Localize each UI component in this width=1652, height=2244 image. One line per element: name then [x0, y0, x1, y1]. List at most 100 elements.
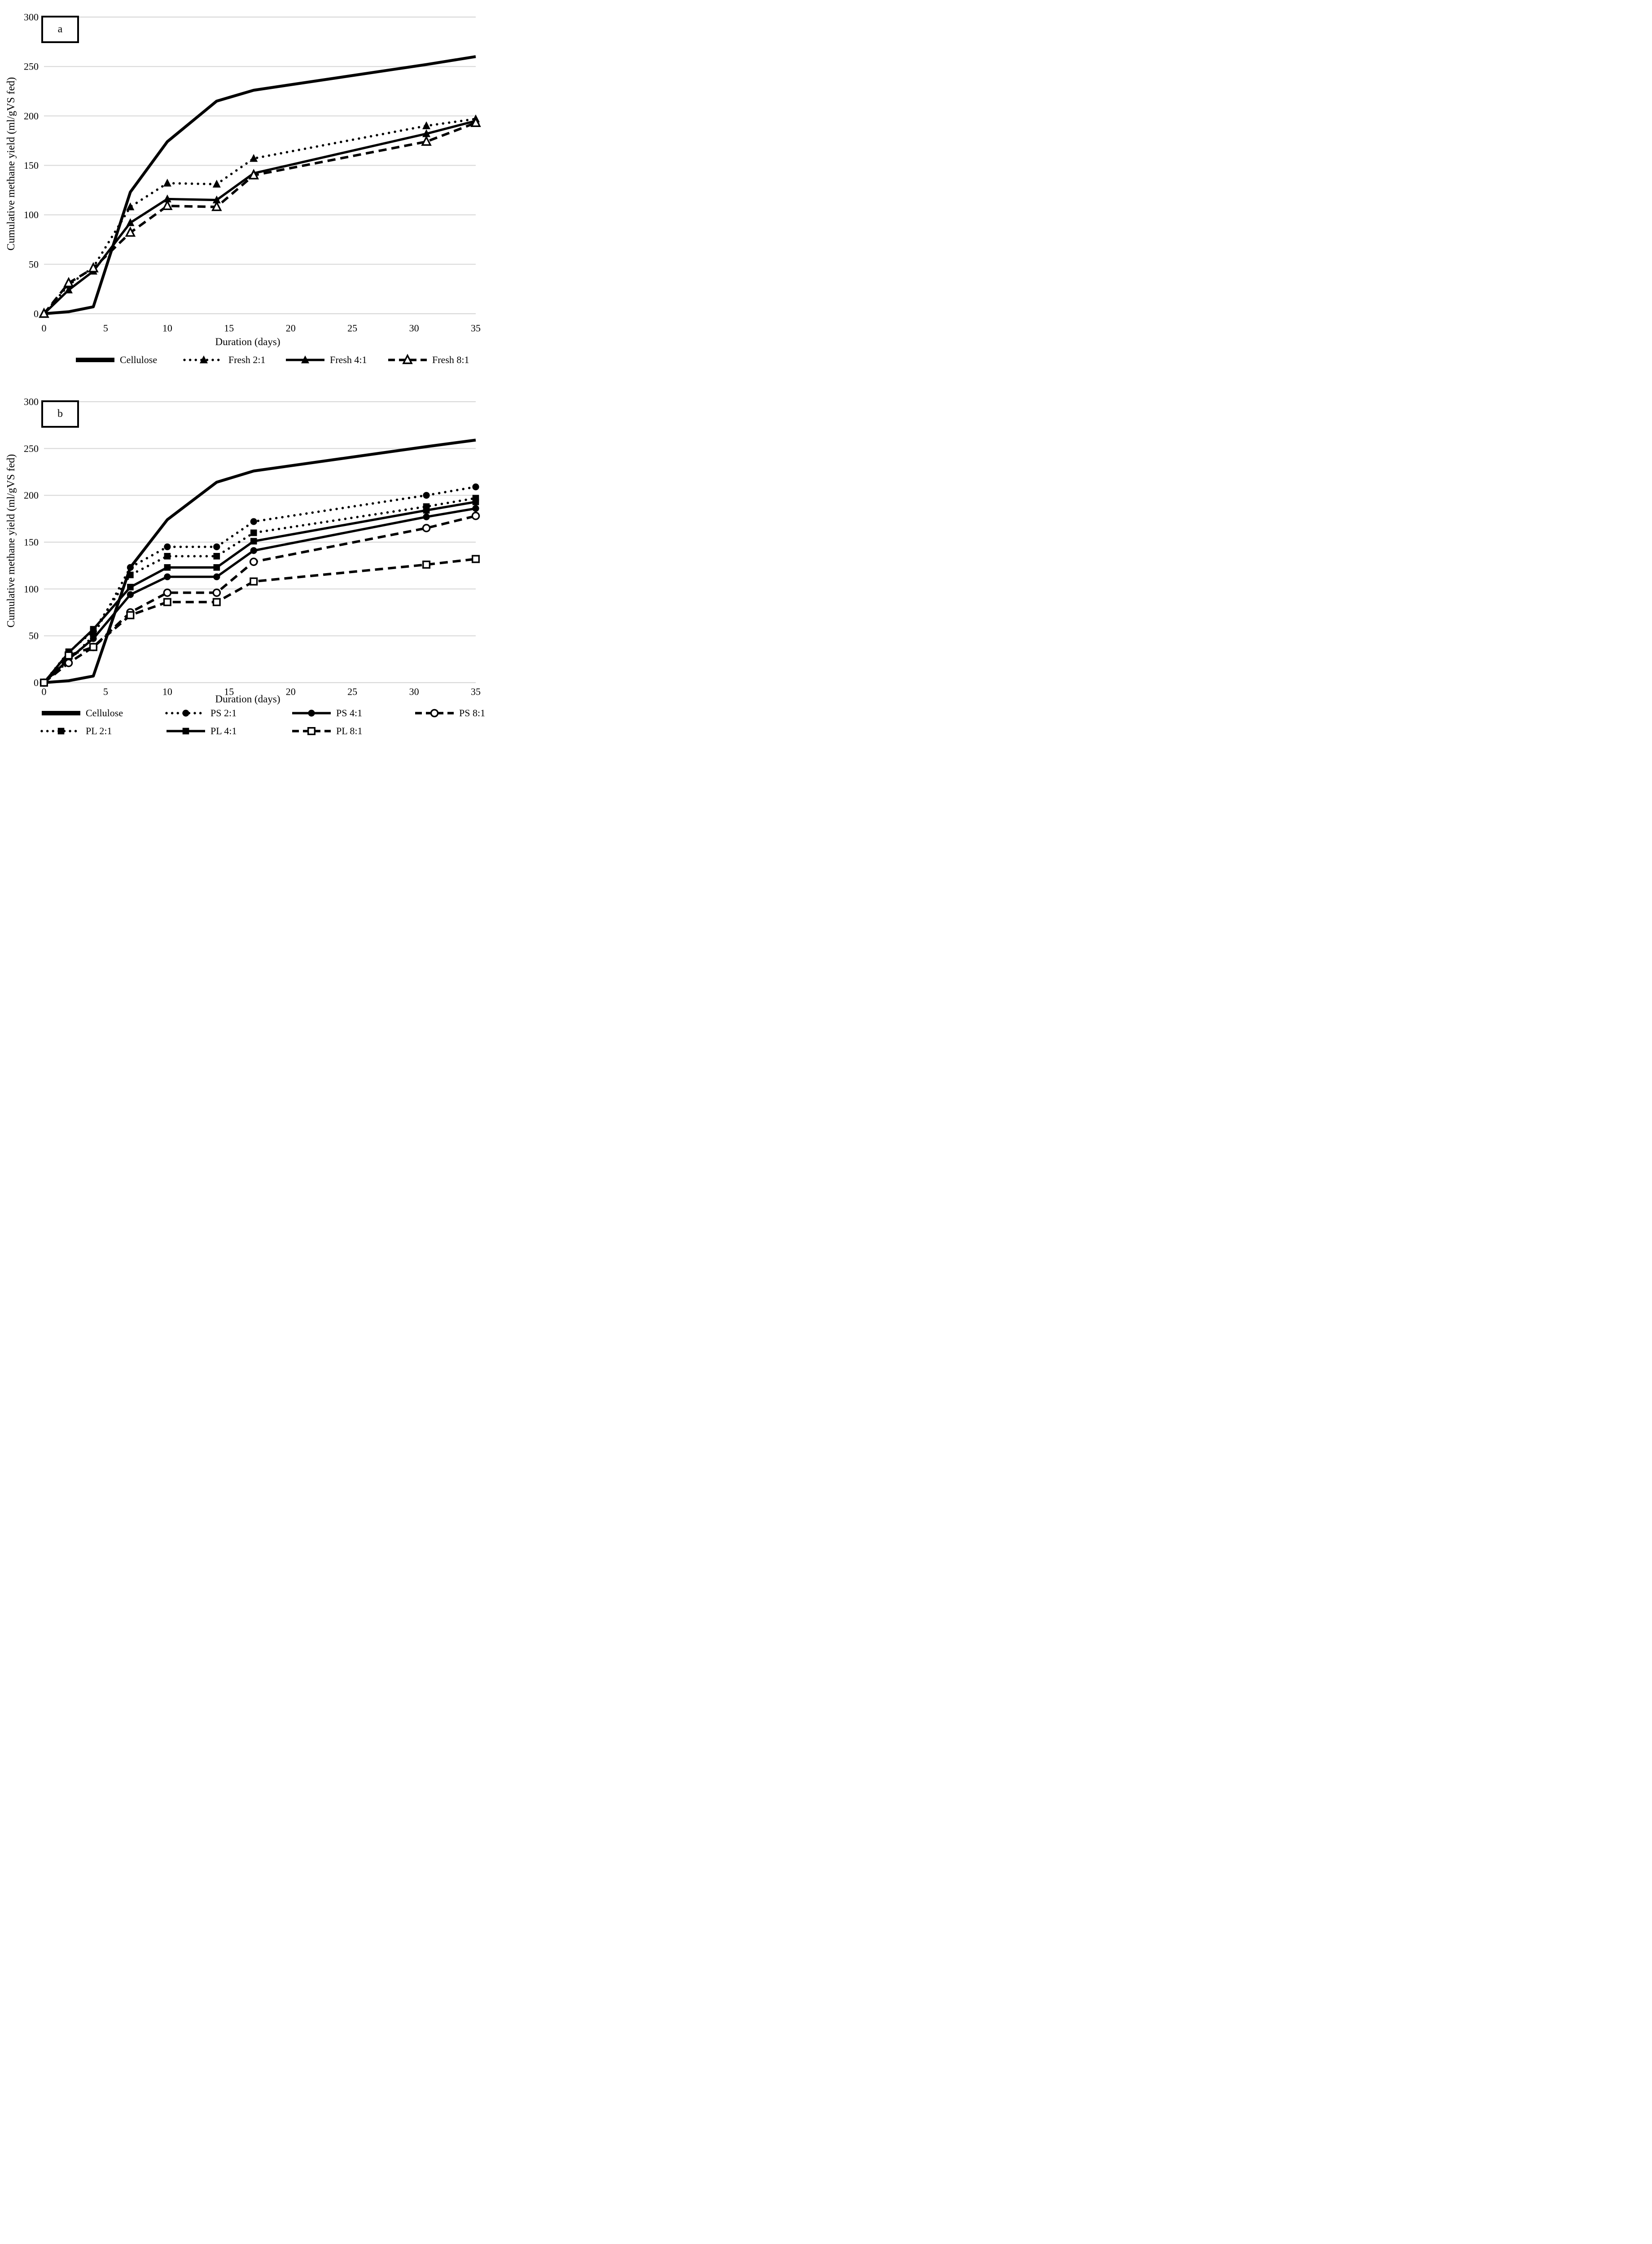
- x-axis-title-a: Duration (days): [215, 336, 280, 347]
- legend-marker-fresh-4-1-icon: [301, 355, 309, 364]
- marker-ps-4-1-day-7: [127, 591, 134, 598]
- y-tick-50: 50: [29, 630, 39, 641]
- marker-ps-8-1-day-31: [422, 524, 431, 533]
- marker-ps-8-1-day-2: [64, 658, 73, 667]
- marker-ps-4-1-day-10: [164, 573, 171, 580]
- marker-ps-2-1-day-35: [472, 483, 479, 491]
- marker-fresh-4-1-day-7: [126, 218, 135, 226]
- legend-swatch-ps-2-1-icon: [165, 710, 206, 717]
- marker-pl-2-1-day-10: [164, 553, 171, 560]
- legend-item-fresh-2-1: Fresh 2:1: [183, 352, 266, 368]
- legend-label-fresh-8-1: Fresh 8:1: [432, 354, 469, 365]
- y-axis-title-b: Cumulative methane yield (ml/gVS fed): [5, 454, 17, 628]
- marker-pl-8-1-day-4: [89, 643, 97, 651]
- marker-ps-8-1-day-10: [163, 588, 172, 597]
- marker-pl-4-1-day-10: [164, 564, 171, 571]
- marker-fresh-8-1-day-10: [162, 200, 173, 210]
- legend-swatch-cellulose-icon: [42, 711, 80, 715]
- marker-ps-2-1-day-17: [250, 518, 257, 525]
- y-tick-250: 250: [24, 61, 39, 72]
- marker-pl-2-1-day-14: [213, 553, 220, 560]
- x-tick-30: 30: [409, 323, 419, 334]
- marker-pl-4-1-day-14: [213, 564, 220, 571]
- legend-swatch-fresh-4-1-icon: [286, 355, 324, 364]
- marker-fresh-8-1-day-7: [125, 226, 136, 237]
- marker-fresh-8-1-day-17: [248, 169, 259, 180]
- marker-fresh-8-1-day-0: [39, 307, 49, 318]
- y-axis-title-a: Cumulative methane yield (ml/gVS fed): [5, 77, 17, 251]
- legend-label-ps-2-1: PS 2:1: [210, 707, 237, 719]
- legend-item-pl-4-1: PL 4:1: [165, 723, 237, 739]
- legend-swatch-pl-4-1-icon: [167, 728, 205, 735]
- legend-swatch-cellulose-icon: [76, 358, 114, 362]
- marker-ps-4-1-day-4: [90, 635, 97, 642]
- series-line-cellulose: [44, 438, 476, 684]
- legend-b-row-1: Cellulose PS 2:1 PS 4:1 PS 8:1: [40, 706, 495, 721]
- marker-pl-4-1-day-7: [127, 583, 134, 591]
- legend-item-ps-4-1: PS 4:1: [291, 706, 362, 721]
- marker-ps-4-1-day-35: [472, 505, 479, 512]
- y-tick-200: 200: [24, 490, 39, 501]
- marker-pl-8-1-day-0: [39, 679, 48, 687]
- marker-fresh-8-1-day-35: [470, 117, 481, 127]
- marker-pl-8-1-day-14: [212, 598, 221, 606]
- marker-fresh-8-1-day-4: [88, 262, 99, 272]
- y-tick-300: 300: [24, 12, 39, 23]
- legend-item-pl-2-1: PL 2:1: [40, 723, 112, 739]
- x-tick-25: 25: [347, 686, 357, 697]
- marker-ps-4-1-day-14: [213, 573, 220, 580]
- x-tick-15: 15: [224, 686, 234, 697]
- marker-fresh-2-1-day-7: [126, 202, 135, 210]
- series-line-ps-8-1: [43, 514, 476, 684]
- legend-label-ps-4-1: PS 4:1: [336, 707, 363, 719]
- legend-label-cellulose: Cellulose: [86, 707, 123, 719]
- legend-swatch-ps-8-1-icon: [415, 709, 454, 718]
- legend-item-cellulose: Cellulose: [40, 706, 123, 721]
- marker-ps-4-1-day-17: [250, 547, 257, 554]
- marker-ps-8-1-day-17: [249, 557, 258, 566]
- chart-a-plot: 0 50 100 150 200 250 300 0 5 10 15 20 25 30 35: [24, 12, 481, 334]
- x-tick-20: 20: [286, 323, 296, 334]
- legend-marker-fresh-8-1-icon: [402, 354, 413, 364]
- legend-swatch-pl-8-1-icon: [292, 727, 331, 736]
- legend-marker-ps-4-1-icon: [308, 710, 315, 717]
- legend-marker-fresh-2-1-icon: [200, 355, 208, 364]
- x-tick-15: 15: [224, 323, 234, 334]
- marker-fresh-2-1-day-14: [212, 180, 221, 188]
- x-tick-10: 10: [162, 323, 172, 334]
- y-tick-100: 100: [24, 209, 39, 220]
- legend-item-ps-8-1: PS 8:1: [414, 706, 485, 721]
- panel-b-letter: b: [57, 408, 63, 420]
- marker-ps-8-1-day-35: [471, 512, 480, 520]
- marker-pl-4-1-day-17: [250, 538, 257, 545]
- x-tick-0: 0: [42, 323, 47, 334]
- marker-pl-2-1-day-17: [250, 529, 257, 536]
- legend-b-row-2: PL 2:1 PL 4:1 PL 8:1: [40, 723, 495, 739]
- marker-fresh-2-1-day-10: [163, 179, 171, 187]
- marker-pl-2-1-day-7: [127, 571, 134, 579]
- series-line-ps-4-1: [43, 507, 476, 684]
- y-tick-250: 250: [24, 443, 39, 454]
- x-tick-25: 25: [347, 323, 357, 334]
- legend-label-ps-8-1: PS 8:1: [459, 707, 486, 719]
- marker-pl-4-1-day-31: [423, 507, 430, 514]
- marker-fresh-8-1-day-2: [63, 276, 74, 287]
- legend-label-pl-8-1: PL 8:1: [336, 725, 363, 736]
- y-tick-150: 150: [24, 537, 39, 548]
- x-axis-title-b: Duration (days): [215, 693, 280, 705]
- x-tick-5: 5: [103, 686, 108, 697]
- series-line-pl-2-1: [43, 497, 477, 684]
- series-line-cellulose: [44, 55, 476, 316]
- legend-swatch-pl-2-1-icon: [40, 728, 82, 735]
- x-tick-10: 10: [162, 686, 172, 697]
- legend-item-fresh-8-1: Fresh 8:1: [387, 352, 469, 368]
- legend-label-fresh-4-1: Fresh 4:1: [330, 354, 367, 365]
- marker-ps-8-1-day-14: [212, 588, 221, 597]
- marker-pl-8-1-day-10: [163, 598, 171, 606]
- legend-label-pl-4-1: PL 4:1: [210, 725, 237, 736]
- series-line-fresh-8-1: [43, 122, 476, 315]
- marker-fresh-8-1-day-14: [211, 201, 222, 211]
- marker-pl-8-1-day-17: [250, 577, 258, 586]
- panel-a-letter-box: a: [41, 16, 79, 43]
- legend-item-ps-2-1: PS 2:1: [165, 706, 237, 721]
